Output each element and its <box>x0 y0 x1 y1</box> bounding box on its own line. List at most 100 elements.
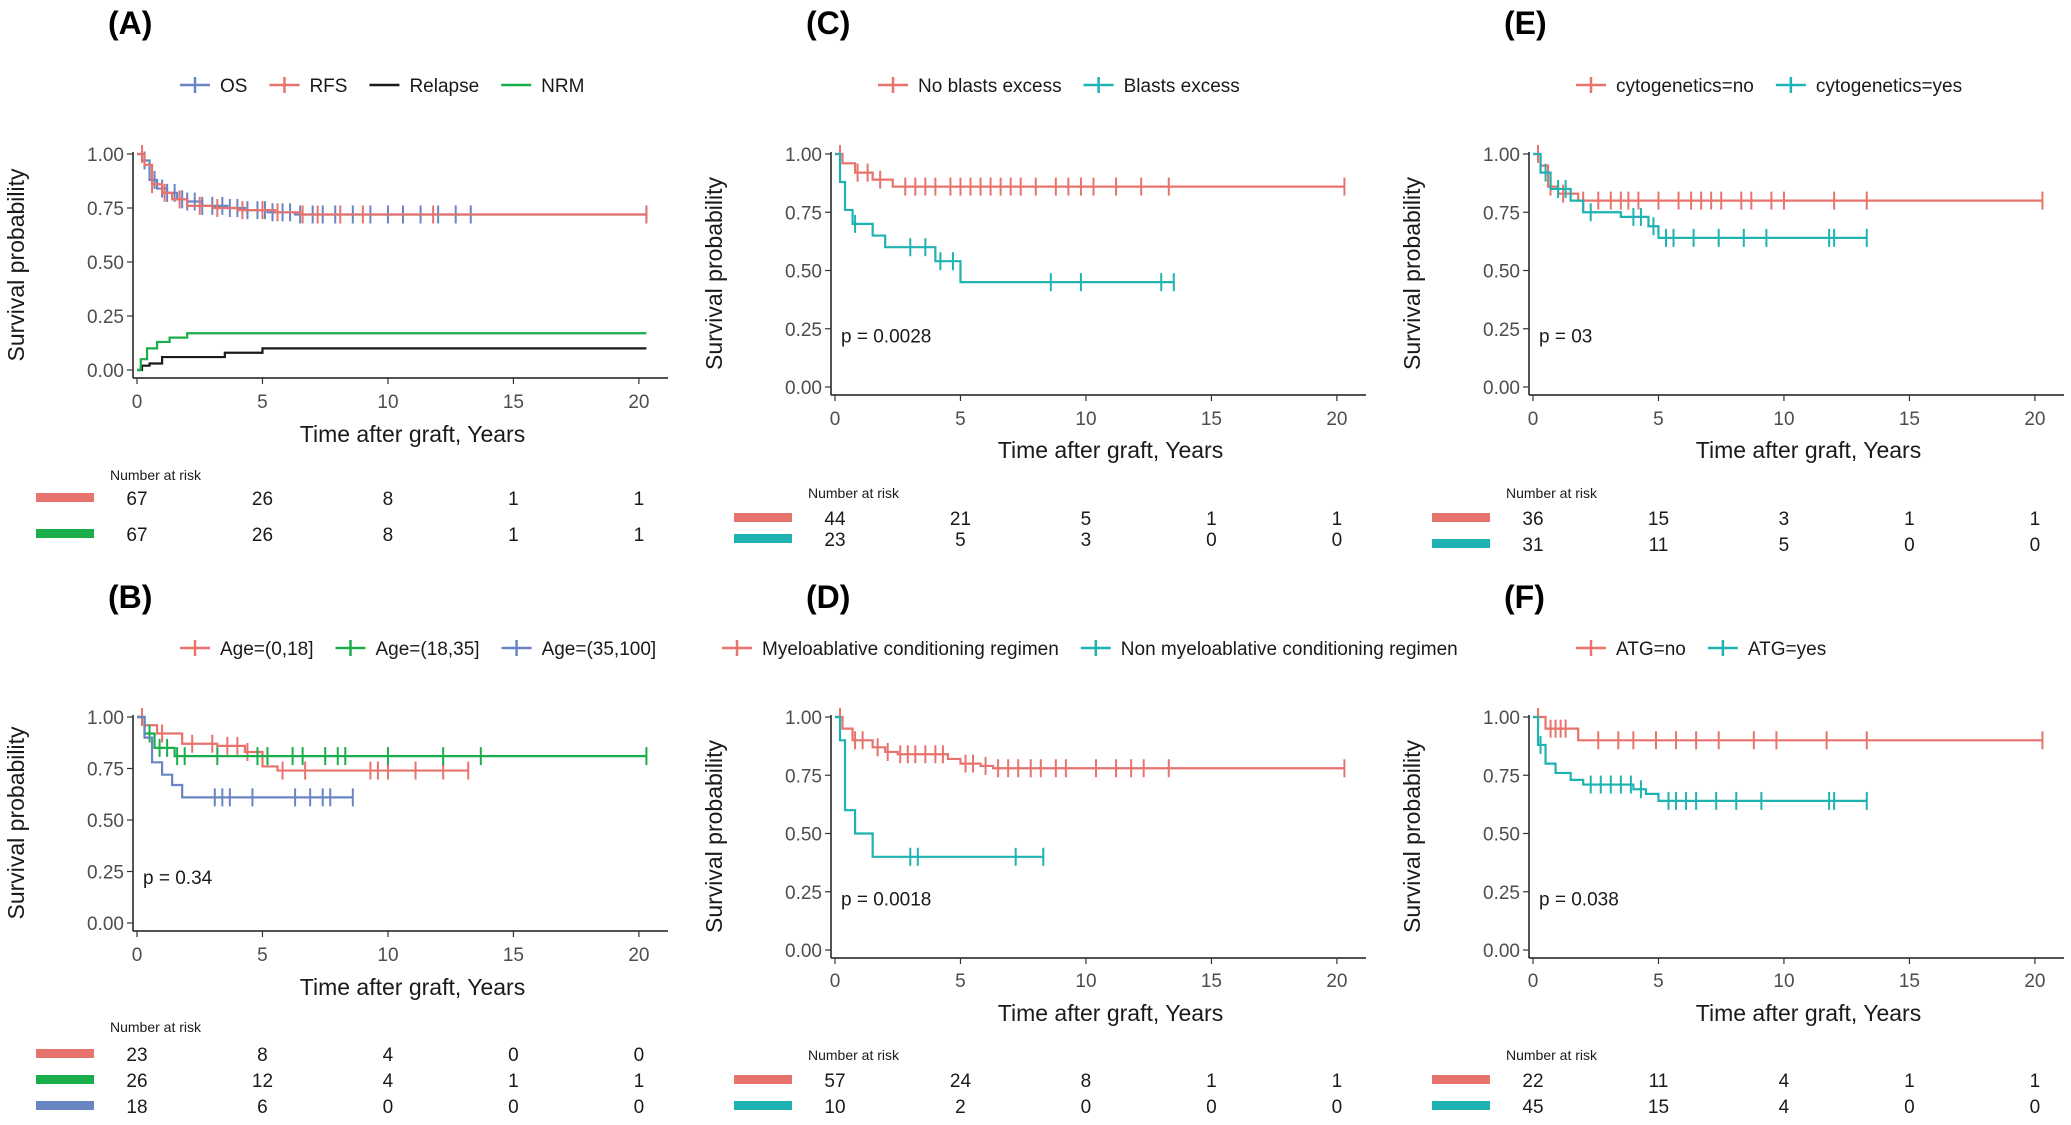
x-tick-label: 15 <box>1201 409 1222 430</box>
risk-count: 8 <box>383 525 394 546</box>
risk-count: 18 <box>126 1097 147 1118</box>
x-tick-label: 10 <box>377 945 398 966</box>
panel-label: (E) <box>1504 5 1547 41</box>
y-tick-label: 1.00 <box>785 145 822 166</box>
risk-row-color-key <box>1432 1075 1490 1084</box>
risk-count: 1 <box>1206 1071 1217 1092</box>
chart-panel-d: (D) Myeloablative conditioning regimen Non… <box>701 579 1458 1118</box>
legend-label: ATG=no <box>1616 639 1686 660</box>
risk-count: 5 <box>1081 509 1092 530</box>
legend-label: Relapse <box>409 76 479 97</box>
x-tick-label: 10 <box>1075 409 1096 430</box>
x-tick-label: 20 <box>1326 409 1347 430</box>
risk-count: 26 <box>252 489 273 510</box>
x-tick-label: 5 <box>955 971 966 992</box>
series-line <box>137 152 647 216</box>
x-tick-label: 5 <box>1653 971 1664 992</box>
risk-count: 0 <box>634 1045 645 1066</box>
legend-label: Age=(18,35] <box>376 639 480 660</box>
x-tick-label: 0 <box>132 392 143 413</box>
y-tick-label: 0.25 <box>87 307 124 328</box>
risk-count: 4 <box>383 1045 394 1066</box>
risk-count: 6 <box>257 1097 268 1118</box>
y-tick-label: 0.00 <box>87 914 124 935</box>
y-tick-label: 0.25 <box>785 320 822 341</box>
risk-count: 0 <box>1332 1097 1343 1118</box>
risk-count: 0 <box>508 1097 519 1118</box>
risk-count: 57 <box>824 1071 845 1092</box>
y-tick-label: 1.00 <box>87 145 124 166</box>
y-tick-label: 0.75 <box>785 766 822 787</box>
panel-label: (D) <box>806 579 850 615</box>
risk-count: 1 <box>1904 1071 1915 1092</box>
panel-label: (F) <box>1504 579 1545 615</box>
risk-count: 0 <box>508 1045 519 1066</box>
chart-panel-b: (B) Age=(0,18] Age=(18,35] Age=(35,100] 0.00… <box>3 579 668 1118</box>
x-tick-label: 20 <box>628 392 649 413</box>
x-tick-label: 5 <box>257 945 268 966</box>
risk-count: 0 <box>1332 530 1343 551</box>
x-axis-title: Time after graft, Years <box>300 974 525 1000</box>
risk-count: 15 <box>1648 1097 1669 1118</box>
risk-row-color-key <box>734 513 792 522</box>
panel-label: (B) <box>108 579 152 615</box>
risk-count: 8 <box>257 1045 268 1066</box>
series-line <box>137 715 469 772</box>
series-line <box>835 152 1174 284</box>
legend-label: RFS <box>309 76 347 97</box>
legend-label: NRM <box>541 76 584 97</box>
y-tick-label: 0.25 <box>1483 320 1520 341</box>
risk-table-title: Number at risk <box>1506 1047 1598 1063</box>
x-tick-label: 5 <box>257 392 268 413</box>
legend-label: Age=(0,18] <box>220 639 314 660</box>
risk-count: 0 <box>383 1097 394 1118</box>
chart-panel-c: (C) No blasts excess Blasts excess 0.00 0.25… <box>701 5 1366 551</box>
risk-count: 0 <box>1081 1097 1092 1118</box>
y-tick-label: 0.00 <box>785 941 822 962</box>
risk-count: 23 <box>824 530 845 551</box>
risk-count: 0 <box>2030 535 2041 556</box>
x-axis-title: Time after graft, Years <box>998 1000 1223 1026</box>
p-value: p = 0.34 <box>143 868 213 889</box>
y-tick-label: 0.50 <box>785 825 822 846</box>
risk-row-color-key <box>734 1101 792 1110</box>
risk-row-color-key <box>734 534 792 543</box>
x-tick-label: 0 <box>1528 409 1539 430</box>
risk-row-color-key <box>36 529 94 538</box>
legend-label: OS <box>220 76 247 97</box>
risk-row-color-key <box>36 1049 94 1058</box>
risk-count: 24 <box>950 1071 972 1092</box>
risk-count: 5 <box>955 530 966 551</box>
x-tick-label: 5 <box>1653 409 1664 430</box>
y-tick-label: 0.50 <box>87 811 124 832</box>
risk-table-title: Number at risk <box>808 1047 900 1063</box>
x-tick-label: 20 <box>2024 971 2045 992</box>
risk-count: 4 <box>383 1071 394 1092</box>
y-axis-title: Survival probability <box>1399 739 1425 933</box>
y-tick-label: 0.25 <box>785 883 822 904</box>
risk-count: 5 <box>1779 535 1790 556</box>
risk-count: 31 <box>1522 535 1543 556</box>
risk-count: 1 <box>2030 509 2041 530</box>
y-tick-label: 0.75 <box>785 203 822 224</box>
y-axis-title: Survival probability <box>701 739 727 933</box>
series-line <box>137 152 647 216</box>
series-line <box>137 715 353 799</box>
p-value: p = 0.0028 <box>841 326 931 347</box>
x-tick-label: 20 <box>1326 971 1347 992</box>
risk-count: 36 <box>1522 509 1543 530</box>
risk-count: 1 <box>1904 509 1915 530</box>
risk-count: 3 <box>1779 509 1790 530</box>
y-tick-label: 1.00 <box>87 708 124 729</box>
x-tick-label: 10 <box>1773 409 1794 430</box>
risk-table-title: Number at risk <box>1506 485 1598 501</box>
x-tick-label: 10 <box>1773 971 1794 992</box>
x-tick-label: 15 <box>1899 971 1920 992</box>
x-tick-label: 15 <box>1201 971 1222 992</box>
risk-count: 1 <box>1332 1071 1343 1092</box>
risk-row-color-key <box>36 1075 94 1084</box>
y-axis-title: Survival probability <box>701 176 727 370</box>
x-tick-label: 0 <box>830 971 841 992</box>
